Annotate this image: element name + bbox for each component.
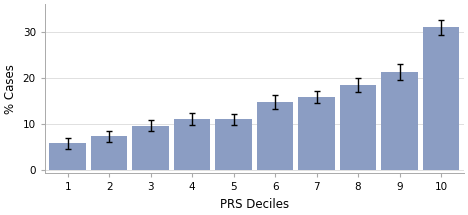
Bar (50, 143, 86, 170)
Bar (215, 119, 252, 170)
Bar (132, 126, 169, 170)
Bar (423, 27, 459, 170)
Bar (91, 137, 127, 170)
Bar (174, 119, 211, 170)
Bar (257, 102, 293, 170)
Y-axis label: % Cases: % Cases (4, 64, 17, 114)
X-axis label: PRS Deciles: PRS Deciles (220, 198, 289, 211)
Bar (298, 97, 335, 170)
Bar (381, 72, 418, 170)
Bar (340, 85, 376, 170)
